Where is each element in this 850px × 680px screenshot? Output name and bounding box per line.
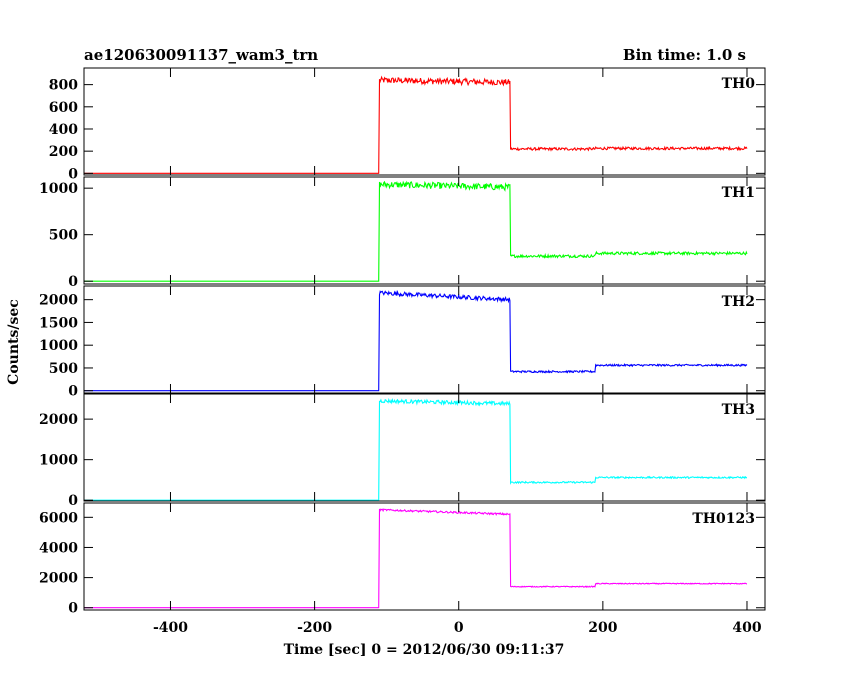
panel-label: TH0 [722, 76, 756, 92]
y-tick-label: 0 [68, 384, 78, 400]
y-tick-label: 500 [49, 361, 78, 377]
y-tick-label: 800 [49, 78, 78, 94]
panel-label: TH1 [722, 185, 755, 201]
x-tick-label: -200 [297, 620, 332, 636]
y-tick-label: 1000 [39, 181, 78, 197]
panel-th0: 0 200 400 600 800 TH0 [49, 67, 766, 182]
panel-th3: 0 1000 2000 TH3 [39, 393, 766, 509]
panel-label: TH0123 [692, 511, 755, 527]
x-axis-label: Time [sec] 0 = 2012/06/30 09:11:37 [284, 642, 565, 658]
y-tick-label: 1000 [39, 453, 78, 469]
y-tick-label: 500 [49, 228, 78, 244]
panel-frame [83, 285, 766, 394]
series-line-th3 [84, 397, 748, 501]
y-tick-label: 200 [49, 144, 78, 160]
panel-th0123: 0 2000 4000 6000 TH0123 [39, 502, 766, 617]
series-line-th0 [84, 75, 748, 174]
x-tick-label: 200 [588, 620, 617, 636]
y-tick-label: 600 [49, 100, 78, 116]
panel-label: TH2 [722, 294, 755, 310]
panel-frame [83, 176, 766, 285]
bin-time-label: Bin time: 1.0 s [623, 46, 746, 64]
series-line-th2 [84, 289, 748, 392]
y-tick-label: 2000 [39, 571, 78, 587]
series-line-th0123 [84, 508, 747, 609]
y-tick-label: 2000 [39, 412, 78, 428]
x-tick-label: -400 [153, 620, 188, 636]
y-tick-label: 0 [68, 601, 78, 617]
y-tick-label: 2000 [39, 293, 78, 309]
y-axis-label: Counts/sec [6, 299, 22, 385]
y-tick-label: 1500 [39, 315, 78, 331]
panel-th2: 0 500 1000 1500 2000 TH2 [39, 285, 766, 400]
panels-group: 0 200 400 600 800 TH0 0 500 1000 TH1 0 500 1000 1500 2… [39, 67, 766, 617]
panel-th1: 0 500 1000 TH1 [39, 176, 766, 290]
y-tick-label: 0 [68, 274, 78, 290]
y-tick-label: 1000 [39, 338, 78, 354]
x-tick-label: 0 [454, 620, 464, 636]
x-tick-label: 400 [732, 620, 761, 636]
x-axis: -400 -200 0 200 400 [153, 620, 762, 636]
panel-frame [83, 393, 766, 502]
y-tick-label: 4000 [39, 540, 78, 556]
y-tick-label: 0 [68, 493, 78, 509]
y-tick-label: 0 [68, 166, 78, 182]
panel-frame [83, 502, 766, 611]
y-tick-label: 400 [49, 122, 78, 138]
y-tick-label: 6000 [39, 510, 78, 526]
series-line-th1 [84, 180, 748, 282]
panel-label: TH3 [722, 402, 755, 418]
chart-title: ae120630091137_wam3_trn [84, 46, 318, 64]
panel-frame [83, 67, 766, 176]
